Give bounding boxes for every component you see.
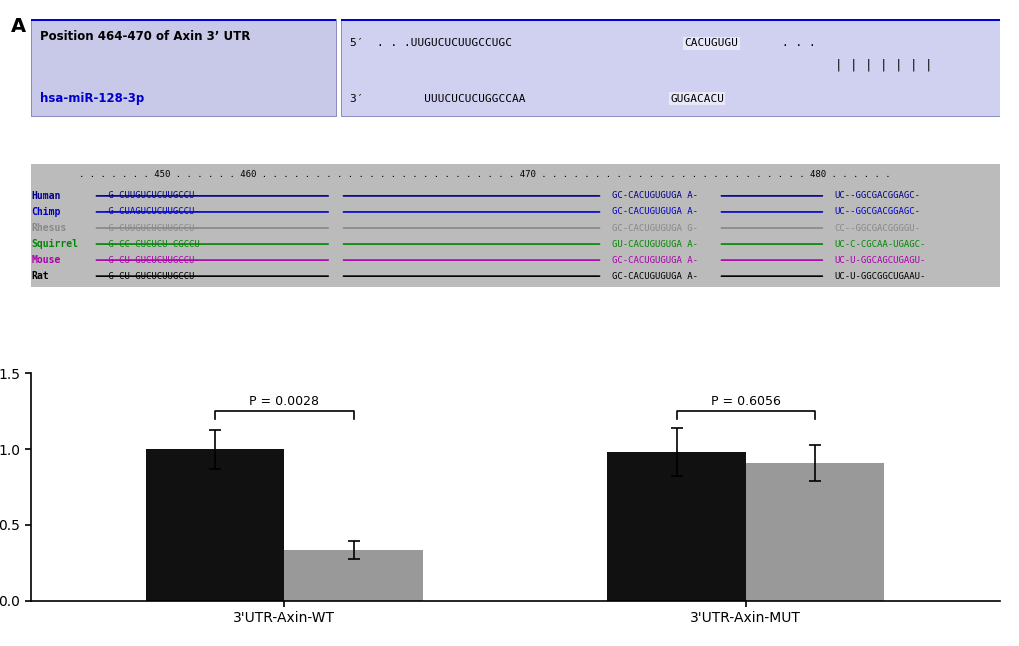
Text: GC-CACUGUGUGA A-: GC-CACUGUGUGA A-	[611, 256, 697, 265]
FancyBboxPatch shape	[31, 19, 335, 116]
Text: . . . . . . . 450 . . . . . . 460 . . . . . . . . . . . . . . . . . . . . . . . : . . . . . . . 450 . . . . . . 460 . . . …	[79, 170, 890, 179]
Text: GUGACACU: GUGACACU	[669, 94, 723, 104]
Text: Chimp: Chimp	[32, 207, 61, 217]
Text: Human: Human	[32, 191, 61, 201]
Text: UC-U-GGCAGCUGAGU-: UC-U-GGCAGCUGAGU-	[835, 256, 925, 265]
Text: CACUGUGU: CACUGUGU	[684, 39, 738, 48]
Text: -G-CUAGUCUCUUGCCU-: -G-CUAGUCUCUUGCCU-	[103, 207, 200, 216]
Text: -G-CUUGUCUCUUGCCU-: -G-CUUGUCUCUUGCCU-	[103, 191, 200, 200]
Bar	[146, 449, 284, 601]
Text: GC-CACUGUGUGA A-: GC-CACUGUGUGA A-	[611, 207, 697, 216]
Text: hsa-miR-128-3p: hsa-miR-128-3p	[41, 92, 145, 105]
Text: -G-CU-GUCUCUUGCCU-: -G-CU-GUCUCUUGCCU-	[103, 256, 200, 265]
Text: Squirrel: Squirrel	[32, 239, 78, 249]
Bar	[284, 550, 423, 601]
Text: UC--GGCGACGGAGC-: UC--GGCGACGGAGC-	[835, 207, 920, 216]
Text: Rat: Rat	[32, 271, 49, 281]
FancyBboxPatch shape	[340, 0, 999, 21]
Text: UC-C-CGCAA-UGAGC-: UC-C-CGCAA-UGAGC-	[835, 240, 925, 249]
Text: 3′         UUUCUCUCUGGCCAA: 3′ UUUCUCUCUGGCCAA	[351, 94, 526, 104]
Text: Mouse: Mouse	[32, 255, 61, 265]
Text: GC-CACUGUGUGA A-: GC-CACUGUGUGA A-	[611, 272, 697, 280]
FancyBboxPatch shape	[31, 0, 335, 21]
Text: | | | | | | |: | | | | | | |	[834, 59, 931, 72]
Text: CC--GGCGACGGGGU-: CC--GGCGACGGGGU-	[835, 224, 920, 233]
FancyBboxPatch shape	[340, 19, 999, 116]
Text: -G-CC-CUCUCU CGCCU-: -G-CC-CUCUCU CGCCU-	[103, 240, 205, 249]
Text: -G-CU-GUCUCUUGCCU-: -G-CU-GUCUCUUGCCU-	[103, 272, 200, 280]
Text: GC-CACUGUGUGA A-: GC-CACUGUGUGA A-	[611, 191, 697, 200]
Text: P = 0.6056: P = 0.6056	[710, 395, 780, 408]
Text: GU-CACUGUGUGA A-: GU-CACUGUGUGA A-	[611, 240, 697, 249]
Text: A: A	[11, 17, 26, 36]
Text: . . .: . . .	[781, 39, 814, 48]
Text: Predicted consequential pairing of target region (top)
and miRNA (bottom): Predicted consequential pairing of targe…	[480, 0, 859, 10]
Text: GC-CACUGUGUGA G-: GC-CACUGUGUGA G-	[611, 224, 697, 233]
Bar	[606, 452, 745, 601]
Text: -G-CUUGUCUCUUGCCU-: -G-CUUGUCUCUUGCCU-	[103, 224, 200, 233]
FancyBboxPatch shape	[31, 164, 999, 287]
Text: P = 0.0028: P = 0.0028	[249, 395, 319, 408]
Text: UC-U-GGCGGCUGAAU-: UC-U-GGCGGCUGAAU-	[835, 272, 925, 280]
Text: Position 464-470 of Axin 3’ UTR: Position 464-470 of Axin 3’ UTR	[41, 30, 251, 43]
Text: Rhesus: Rhesus	[32, 223, 67, 233]
Text: UC--GGCGACGGAGC-: UC--GGCGACGGAGC-	[835, 191, 920, 200]
Bar	[745, 463, 883, 601]
Text: 5′  . . .UUGUCUCUUGCCUGC: 5′ . . .UUGUCUCUUGCCUGC	[351, 39, 512, 48]
